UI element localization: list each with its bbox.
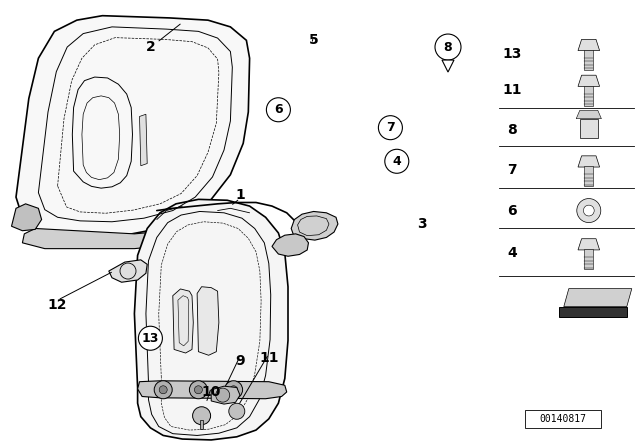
Polygon shape — [442, 60, 454, 72]
Text: 10: 10 — [202, 385, 221, 399]
Text: 11: 11 — [502, 82, 522, 97]
Circle shape — [159, 386, 167, 394]
Circle shape — [385, 149, 409, 173]
Text: 4: 4 — [507, 246, 517, 260]
Polygon shape — [272, 234, 308, 256]
Circle shape — [378, 116, 403, 140]
Polygon shape — [564, 289, 632, 306]
Circle shape — [435, 34, 461, 60]
Polygon shape — [134, 199, 288, 440]
Circle shape — [138, 326, 163, 350]
Text: 1: 1 — [235, 188, 245, 202]
Circle shape — [266, 98, 291, 122]
Polygon shape — [578, 156, 600, 167]
Circle shape — [154, 381, 172, 399]
Text: 3: 3 — [417, 217, 428, 231]
Polygon shape — [578, 39, 600, 51]
Text: 7: 7 — [386, 121, 395, 134]
Text: 7: 7 — [507, 163, 517, 177]
Polygon shape — [200, 420, 203, 429]
Text: 8: 8 — [444, 40, 452, 54]
Polygon shape — [580, 119, 598, 138]
Polygon shape — [291, 211, 338, 240]
Text: 13: 13 — [502, 47, 522, 61]
Text: 11: 11 — [259, 351, 278, 366]
Circle shape — [189, 381, 207, 399]
Text: 4: 4 — [392, 155, 401, 168]
Polygon shape — [211, 386, 240, 404]
Text: 6: 6 — [507, 203, 517, 218]
Text: 8: 8 — [507, 123, 517, 137]
Text: 2: 2 — [145, 40, 156, 54]
Circle shape — [195, 386, 202, 394]
Polygon shape — [16, 16, 250, 237]
Circle shape — [584, 205, 594, 216]
Polygon shape — [584, 166, 593, 186]
Circle shape — [230, 386, 237, 394]
Polygon shape — [197, 287, 219, 355]
Polygon shape — [109, 260, 147, 282]
Text: 13: 13 — [141, 332, 159, 345]
Circle shape — [577, 198, 601, 223]
Polygon shape — [584, 86, 593, 106]
Polygon shape — [559, 306, 627, 317]
Circle shape — [216, 388, 230, 402]
Polygon shape — [173, 289, 193, 353]
Text: 6: 6 — [274, 103, 283, 116]
Circle shape — [229, 403, 245, 419]
Circle shape — [193, 407, 211, 425]
Circle shape — [225, 381, 243, 399]
Polygon shape — [12, 204, 42, 231]
Text: 5: 5 — [308, 33, 319, 47]
Polygon shape — [584, 249, 593, 269]
Text: 9: 9 — [235, 353, 245, 368]
Text: 12: 12 — [48, 297, 67, 312]
Polygon shape — [140, 114, 147, 166]
Polygon shape — [576, 110, 602, 119]
Polygon shape — [578, 75, 600, 86]
Text: 00140817: 00140817 — [540, 414, 587, 424]
Polygon shape — [578, 239, 600, 250]
Bar — [525, 410, 601, 428]
Polygon shape — [584, 50, 593, 70]
Polygon shape — [22, 224, 253, 249]
Polygon shape — [138, 381, 287, 399]
